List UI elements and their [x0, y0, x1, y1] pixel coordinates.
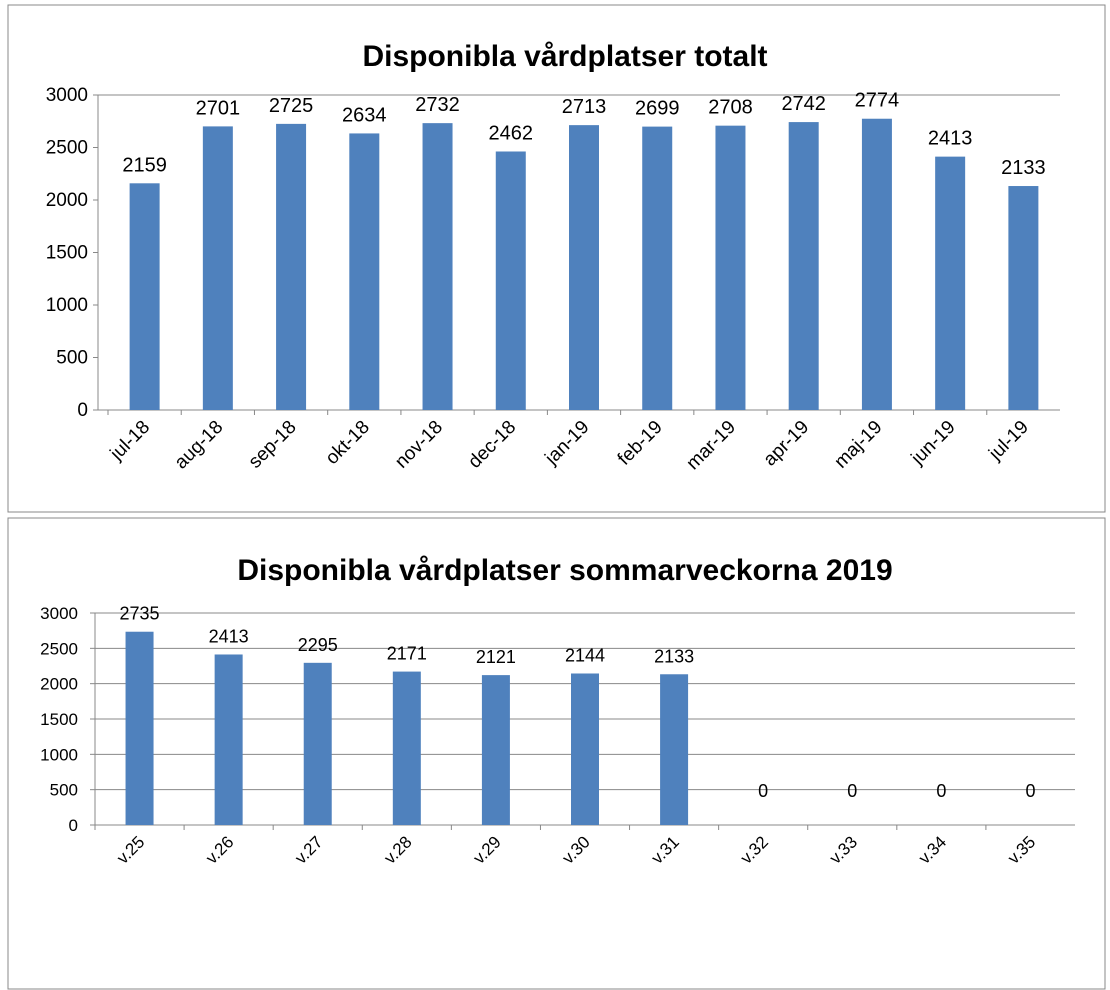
y-tick-label: 3000 — [40, 604, 78, 623]
x-tick-label: jun-19 — [907, 417, 960, 470]
x-tick-label: v.32 — [737, 832, 772, 867]
bar — [392, 671, 421, 825]
x-tick-label: v.27 — [291, 832, 326, 867]
value-label: 2735 — [120, 604, 160, 624]
value-label: 2159 — [122, 154, 167, 176]
value-label: 2144 — [565, 645, 605, 665]
chart-frame — [7, 4, 1106, 513]
bar — [495, 151, 526, 411]
value-label: 0 — [936, 781, 946, 801]
value-label: 0 — [758, 781, 768, 801]
x-tick-label: v.35 — [1004, 832, 1039, 867]
bar — [642, 126, 673, 410]
y-tick-label: 1500 — [46, 243, 88, 264]
x-tick-label: v.33 — [826, 832, 861, 867]
bar — [569, 125, 599, 410]
bar — [214, 654, 243, 825]
chart-frame — [7, 517, 1106, 990]
x-tick-label: okt-18 — [322, 417, 374, 469]
y-tick-label: 1500 — [40, 710, 78, 729]
value-label: 2701 — [196, 97, 241, 119]
y-tick-label: 2500 — [46, 138, 88, 159]
bar — [571, 673, 599, 825]
value-label: 2634 — [342, 104, 387, 126]
bar — [422, 123, 453, 410]
bar — [861, 118, 892, 410]
bar — [202, 126, 233, 411]
y-tick-label: 2000 — [46, 190, 88, 211]
chart-title: Disponibla vårdplatser sommarveckorna 20… — [237, 554, 892, 587]
value-label: 2413 — [928, 128, 973, 150]
x-tick-label: nov-18 — [391, 417, 447, 473]
x-tick-label: sep-18 — [245, 417, 301, 473]
value-label: 2732 — [415, 94, 460, 116]
x-tick-label: dec-18 — [464, 417, 520, 473]
y-tick-label: 0 — [69, 816, 78, 835]
bar — [935, 156, 966, 410]
x-tick-label: v.25 — [113, 832, 148, 867]
x-tick-label: jan-19 — [541, 417, 594, 470]
bar — [1008, 186, 1039, 410]
value-label: 2133 — [654, 646, 694, 666]
value-label: 2121 — [476, 647, 516, 667]
value-label: 2774 — [855, 90, 900, 112]
bar — [129, 183, 160, 410]
x-tick-label: jul-19 — [984, 417, 1032, 465]
bar — [276, 123, 307, 410]
bar — [788, 122, 819, 410]
value-label: 2462 — [489, 122, 534, 144]
value-label: 2413 — [209, 626, 249, 646]
x-tick-label: feb-19 — [614, 417, 667, 470]
x-tick-label: aug-18 — [171, 417, 228, 474]
value-label: 2171 — [387, 644, 427, 664]
chart-title: Disponibla vårdplatser totalt — [362, 40, 767, 73]
x-tick-label: v.30 — [559, 832, 594, 867]
y-tick-label: 2500 — [40, 639, 78, 658]
x-tick-label: v.28 — [380, 832, 415, 867]
value-label: 2713 — [562, 96, 607, 118]
bar — [715, 125, 746, 410]
x-tick-label: v.34 — [915, 832, 950, 867]
value-label: 2742 — [781, 93, 826, 115]
x-tick-label: maj-19 — [831, 417, 887, 473]
bar — [481, 675, 510, 825]
x-tick-label: apr-19 — [760, 417, 814, 471]
bar — [125, 631, 154, 825]
value-label: 0 — [847, 781, 857, 801]
value-label: 2699 — [635, 98, 680, 120]
x-tick-label: jul-18 — [106, 417, 154, 465]
y-tick-label: 500 — [50, 781, 78, 800]
bar — [660, 674, 689, 825]
x-tick-label: mar-19 — [683, 417, 740, 474]
value-label: 2295 — [298, 635, 338, 655]
y-tick-label: 0 — [77, 400, 88, 421]
bar — [349, 133, 380, 410]
x-tick-label: v.26 — [202, 832, 237, 867]
x-tick-label: v.31 — [648, 832, 683, 867]
y-tick-label: 2000 — [40, 675, 78, 694]
y-tick-label: 1000 — [40, 745, 78, 764]
bar — [303, 662, 332, 825]
y-tick-label: 3000 — [46, 85, 88, 106]
x-tick-label: v.29 — [469, 832, 504, 867]
value-label: 2708 — [708, 97, 753, 119]
value-label: 2725 — [269, 95, 314, 117]
y-tick-label: 500 — [56, 348, 88, 369]
value-label: 0 — [1025, 781, 1035, 801]
value-label: 2133 — [1001, 157, 1046, 179]
y-tick-label: 1000 — [46, 295, 88, 316]
